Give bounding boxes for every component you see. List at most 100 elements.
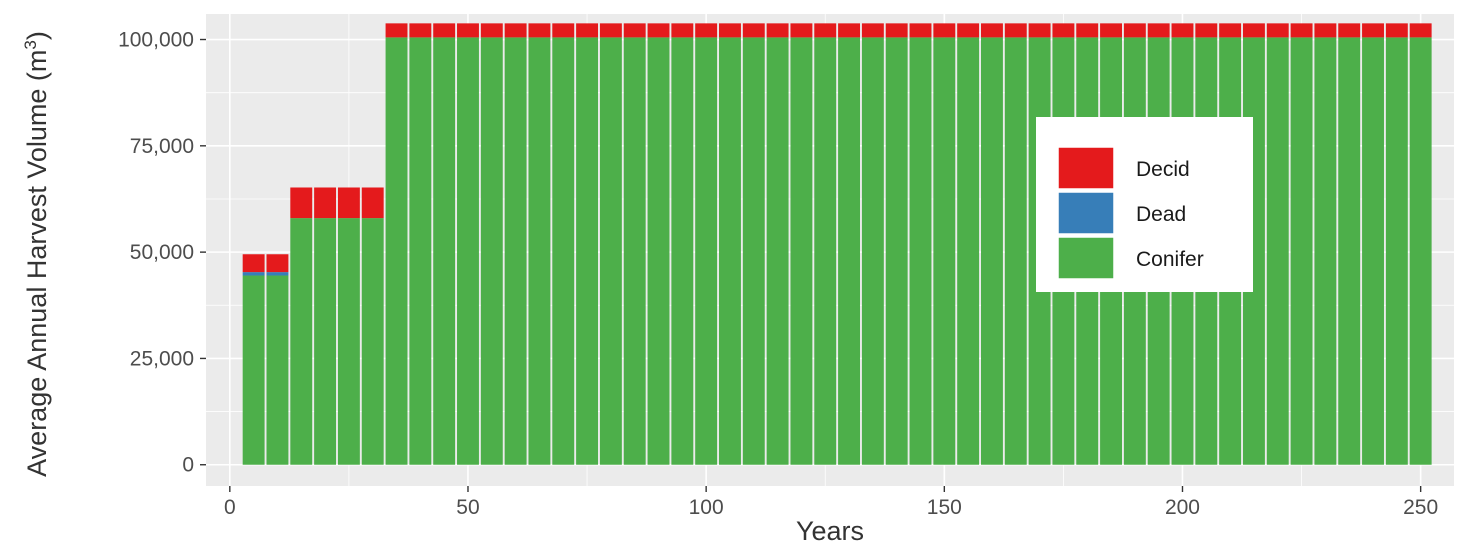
bar-conifer-year-75 xyxy=(576,37,599,465)
bar-decid-year-195 xyxy=(1147,23,1170,38)
bar-conifer-year-155 xyxy=(957,37,980,465)
bar-conifer-year-100 xyxy=(695,37,718,465)
bar-decid-year-185 xyxy=(1100,23,1122,38)
bar-decid-year-225 xyxy=(1290,23,1313,38)
bar-decid-year-150 xyxy=(933,23,956,38)
bar-conifer-year-10 xyxy=(266,275,289,465)
x-axis: 0 50 100 150 200 250 xyxy=(224,486,1438,519)
bar-decid-year-90 xyxy=(647,23,670,38)
x-tick-label: 50 xyxy=(456,496,479,519)
bar-decid-year-120 xyxy=(790,23,813,38)
bar-conifer-year-130 xyxy=(838,37,861,465)
legend: Decid Dead Conifer xyxy=(1036,117,1253,292)
bar-dead-year-5 xyxy=(242,272,265,276)
bar-decid-year-35 xyxy=(385,23,408,38)
bar-conifer-year-240 xyxy=(1362,37,1384,465)
bar-conifer-year-35 xyxy=(385,37,408,465)
y-axis-title-superscript: 3 xyxy=(21,40,40,49)
x-tick-label: 200 xyxy=(1165,496,1200,519)
bar-conifer-year-90 xyxy=(647,37,670,465)
legend-label-dead: Dead xyxy=(1136,203,1186,226)
bar-decid-year-155 xyxy=(957,23,980,38)
y-axis-title-main: Average Annual Harvest Volume (m xyxy=(22,50,52,477)
bar-conifer-year-165 xyxy=(1004,37,1027,465)
bar-conifer-year-5 xyxy=(242,275,265,465)
bar-conifer-year-160 xyxy=(980,37,1003,465)
bar-conifer-year-55 xyxy=(480,37,503,465)
bar-decid-year-165 xyxy=(1004,23,1027,38)
y-axis-title: Average Annual Harvest Volume (m3) xyxy=(21,31,52,477)
y-tick-label: 50,000 xyxy=(130,241,194,264)
bar-conifer-year-220 xyxy=(1266,37,1289,465)
bar-decid-year-245 xyxy=(1385,23,1408,38)
bar-conifer-year-120 xyxy=(790,37,813,465)
bar-conifer-year-60 xyxy=(504,37,527,465)
bar-decid-year-125 xyxy=(814,23,837,38)
bar-decid-year-30 xyxy=(361,187,384,219)
bar-conifer-year-30 xyxy=(361,218,384,465)
legend-key-conifer xyxy=(1057,236,1115,280)
bar-decid-year-65 xyxy=(528,23,551,38)
bar-dead-year-10 xyxy=(266,272,289,276)
bar-conifer-year-230 xyxy=(1314,37,1337,465)
bar-conifer-year-140 xyxy=(885,37,908,465)
bar-conifer-year-150 xyxy=(933,37,956,465)
bar-conifer-year-45 xyxy=(433,37,456,465)
bar-decid-year-105 xyxy=(719,23,741,38)
legend-label-conifer: Conifer xyxy=(1136,248,1204,271)
bar-decid-year-140 xyxy=(885,23,908,38)
y-axis: 0 25,000 50,000 75,000 100,000 xyxy=(118,29,206,477)
bar-conifer-year-85 xyxy=(623,37,646,465)
bar-decid-year-110 xyxy=(742,23,765,38)
bar-decid-year-25 xyxy=(337,187,360,219)
bar-decid-year-235 xyxy=(1338,23,1361,38)
bar-decid-year-75 xyxy=(576,23,599,38)
bar-decid-year-250 xyxy=(1409,23,1432,38)
bar-decid-year-170 xyxy=(1028,23,1051,38)
y-tick-label: 100,000 xyxy=(118,29,194,52)
x-tick-label: 100 xyxy=(689,496,724,519)
bar-decid-year-115 xyxy=(766,23,789,38)
bar-conifer-year-65 xyxy=(528,37,551,465)
bar-decid-year-190 xyxy=(1123,23,1146,38)
bar-decid-year-5 xyxy=(242,254,265,273)
bar-decid-year-135 xyxy=(861,23,884,38)
bar-decid-year-180 xyxy=(1076,23,1099,38)
bar-decid-year-45 xyxy=(433,23,456,38)
bar-conifer-year-135 xyxy=(861,37,884,465)
bar-decid-year-230 xyxy=(1314,23,1337,38)
bar-conifer-year-250 xyxy=(1409,37,1432,465)
bar-conifer-year-145 xyxy=(909,37,932,465)
y-tick-label: 0 xyxy=(182,454,194,477)
x-tick-label: 150 xyxy=(927,496,962,519)
bar-decid-year-55 xyxy=(480,23,503,38)
bar-decid-year-145 xyxy=(909,23,932,38)
bar-conifer-year-235 xyxy=(1338,37,1361,465)
bar-decid-year-215 xyxy=(1242,23,1265,38)
bar-conifer-year-115 xyxy=(766,37,789,465)
bar-decid-year-240 xyxy=(1362,23,1384,38)
legend-key-decid xyxy=(1057,146,1115,190)
bar-decid-year-220 xyxy=(1266,23,1289,38)
bar-conifer-year-105 xyxy=(719,37,741,465)
legend-label-decid: Decid xyxy=(1136,158,1190,181)
bar-conifer-year-245 xyxy=(1385,37,1408,465)
bar-decid-year-20 xyxy=(314,187,337,219)
bar-decid-year-80 xyxy=(599,23,622,38)
bar-conifer-year-110 xyxy=(742,37,765,465)
bar-decid-year-130 xyxy=(838,23,861,38)
bar-decid-year-50 xyxy=(457,23,479,38)
bar-conifer-year-125 xyxy=(814,37,837,465)
bar-decid-year-205 xyxy=(1195,23,1218,38)
bar-decid-year-210 xyxy=(1219,23,1242,38)
bar-decid-year-10 xyxy=(266,254,289,273)
y-axis-title-suffix: ) xyxy=(22,31,52,40)
bar-conifer-year-225 xyxy=(1290,37,1313,465)
bar-decid-year-85 xyxy=(623,23,646,38)
bar-conifer-year-25 xyxy=(337,218,360,465)
legend-key-dead xyxy=(1057,191,1115,235)
x-tick-label: 250 xyxy=(1403,496,1438,519)
bar-decid-year-200 xyxy=(1171,23,1194,38)
